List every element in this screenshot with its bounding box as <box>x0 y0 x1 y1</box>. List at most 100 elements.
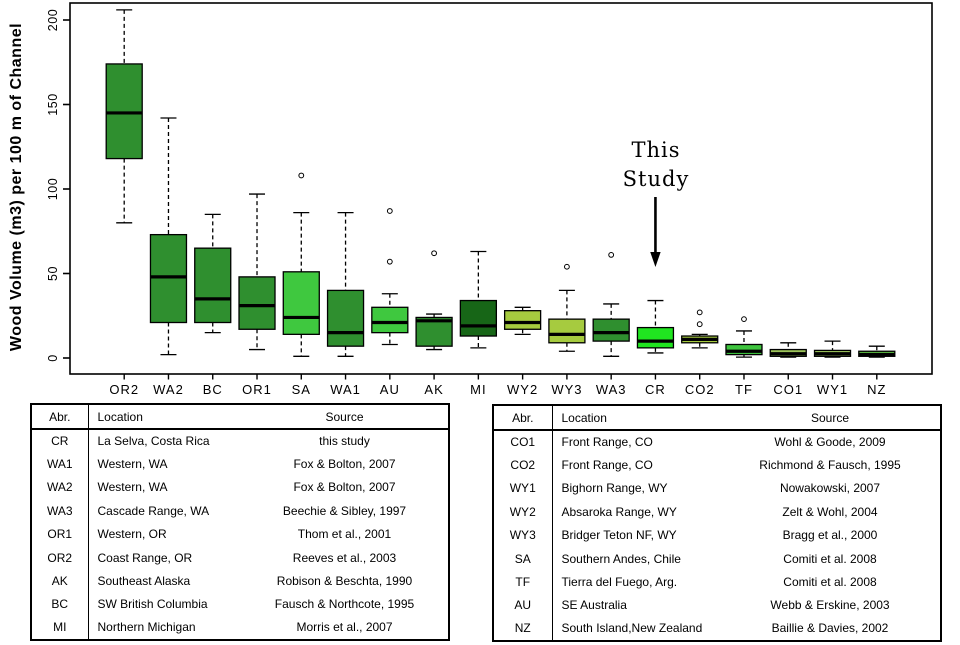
table-row: BC SW British Columbia Fausch & Northcote,… <box>31 592 449 617</box>
table-row: CO1 Front Range, CO Wohl & Goode, 2009 <box>493 430 941 454</box>
legend-table-left: Abr. Location Source CR La Selva, Costa Ric… <box>30 403 450 641</box>
source-cell: Zelt & Wohl, 2004 <box>782 504 878 519</box>
x-tick-label-WA1: WA1 <box>330 382 361 397</box>
x-tick-label-CR: CR <box>645 382 666 397</box>
table-row: WA2 Western, WA Fox & Bolton, 2007 <box>31 475 449 500</box>
abr-cell: BC <box>31 592 89 617</box>
box-CR <box>636 326 675 349</box>
abr-cell: SA <box>493 546 553 571</box>
location-cell: Tierra del Fuego, Arg. <box>561 575 678 590</box>
abr-cell: WY2 <box>493 500 553 524</box>
outlier-AK <box>431 250 437 257</box>
abr-cell: WA3 <box>31 499 89 523</box>
abr-cell: WY1 <box>493 476 553 501</box>
table-row: WA1 Western, WA Fox & Bolton, 2007 <box>31 452 449 476</box>
y-tick-label: 150 <box>46 93 60 115</box>
source-cell: Robison & Beschta, 1990 <box>276 574 413 589</box>
source-cell: Beechie & Sibley, 1997 <box>282 503 407 518</box>
location-cell: SW British Columbia <box>97 597 208 612</box>
column-header-abr: Abr. <box>493 405 553 430</box>
location-cell: Absaroka Range, WY <box>561 504 677 519</box>
outlier-AU <box>386 208 393 214</box>
x-tick-label-SA: SA <box>292 382 311 397</box>
location-cell: Front Range, CO <box>561 458 653 473</box>
table-row: WA3 Cascade Range, WA Beechie & Sibley, 19… <box>31 499 449 523</box>
box-WA3 <box>592 318 630 342</box>
source-cell: Comiti et al. 2008 <box>783 551 877 566</box>
source-cell: Richmond & Fausch, 1995 <box>759 458 901 473</box>
box-WY2 <box>503 310 542 330</box>
source-cell: Nowakowski, 2007 <box>779 481 881 496</box>
table-row: NZ South Island,New Zealand Baillie & Davi… <box>493 617 941 641</box>
abr-cell: MI <box>31 616 89 640</box>
x-tick-label-TF: TF <box>735 382 753 397</box>
location-cell: Western, WA <box>97 480 168 495</box>
box-WA2 <box>149 233 188 324</box>
table-row: TF Tierra del Fuego, Arg. Comiti et al. 20… <box>493 570 941 594</box>
outlier-WY3 <box>564 263 570 270</box>
location-cell: Western, OR <box>97 527 167 542</box>
abr-cell: AK <box>31 569 89 593</box>
abr-cell: TF <box>493 570 553 594</box>
location-cell: Northern Michigan <box>97 620 196 635</box>
x-tick-label-MI: MI <box>470 382 486 397</box>
location-cell: Bighorn Range, WY <box>561 481 668 496</box>
location-cell: Coast Range, OR <box>97 550 193 565</box>
legend-table-right: Abr. Location Source CO1 Front Range, CO Woh… <box>492 404 942 642</box>
column-header-source: Source <box>325 409 364 424</box>
location-cell: South Island,New Zealand <box>561 621 703 636</box>
abr-cell: CO2 <box>493 453 553 477</box>
x-tick-label-CO2: CO2 <box>685 382 715 397</box>
box-BC <box>194 247 232 324</box>
x-tick-label-AU: AU <box>380 382 400 397</box>
source-cell: this study <box>319 434 370 449</box>
source-cell: Webb & Erskine, 2003 <box>770 598 890 613</box>
table-row: SA Southern Andes, Chile Comiti et al. 200… <box>493 546 941 571</box>
source-cell: Fox & Bolton, 2007 <box>293 480 396 495</box>
outlier-SA <box>298 172 305 179</box>
x-tick-label-BC: BC <box>203 382 223 397</box>
box-WY3 <box>548 318 586 344</box>
outlier-CO2 <box>696 321 703 328</box>
abr-cell: CR <box>31 429 89 453</box>
abr-cell: WA2 <box>31 475 89 500</box>
table-row: AK Southeast Alaska Robison & Beschta, 199… <box>31 569 449 593</box>
outlier-TF <box>741 316 747 323</box>
box-WA1 <box>326 289 365 347</box>
abr-cell: WY3 <box>493 523 553 547</box>
table-row: OR1 Western, OR Thom et al., 2001 <box>31 522 449 546</box>
table-row: AU SE Australia Webb & Erskine, 2003 <box>493 593 941 618</box>
annotation-line-2: Study <box>622 167 690 191</box>
table-header-row: Abr. Location Source <box>31 404 449 429</box>
location-cell: Front Range, CO <box>561 435 653 450</box>
location-cell: Cascade Range, WA <box>97 503 210 518</box>
column-header-location: Location <box>561 410 607 425</box>
x-tick-label-CO1: CO1 <box>773 382 803 397</box>
location-cell: La Selva, Costa Rica <box>97 434 210 449</box>
outlier-WA3 <box>608 252 615 258</box>
table-row: MI Northern Michigan Morris et al., 2007 <box>31 616 449 640</box>
box-AU <box>371 306 409 334</box>
column-header-abr: Abr. <box>31 404 89 429</box>
abr-cell: OR2 <box>31 545 89 570</box>
boxplot-svg: 0 50 100 150 200 OR2 WA2 BC OR1 SA WA1 AU AK MI WY2 WY3… <box>46 2 933 397</box>
x-tick-label-AK: AK <box>424 382 443 397</box>
box-OR2 <box>105 63 143 160</box>
abr-cell: CO1 <box>493 430 553 454</box>
abr-cell: WA1 <box>31 452 89 476</box>
source-cell: Thom et al., 2001 <box>297 527 392 542</box>
annotation-arrow-head <box>650 252 661 267</box>
x-tick-label-WA3: WA3 <box>596 382 627 397</box>
x-tick-label-OR1: OR1 <box>242 382 272 397</box>
table-row: OR2 Coast Range, OR Reeves et al., 2003 <box>31 545 449 570</box>
table-row: CR La Selva, Costa Rica this study <box>31 429 449 453</box>
box-TF <box>725 343 763 356</box>
y-tick-label: 0 <box>46 354 60 361</box>
table-header-row: Abr. Location Source <box>493 405 941 430</box>
x-tick-label-WY3: WY3 <box>551 382 582 397</box>
location-cell: Southern Andes, Chile <box>561 551 681 566</box>
column-header-location: Location <box>97 409 143 424</box>
outlier-AU <box>386 258 393 265</box>
